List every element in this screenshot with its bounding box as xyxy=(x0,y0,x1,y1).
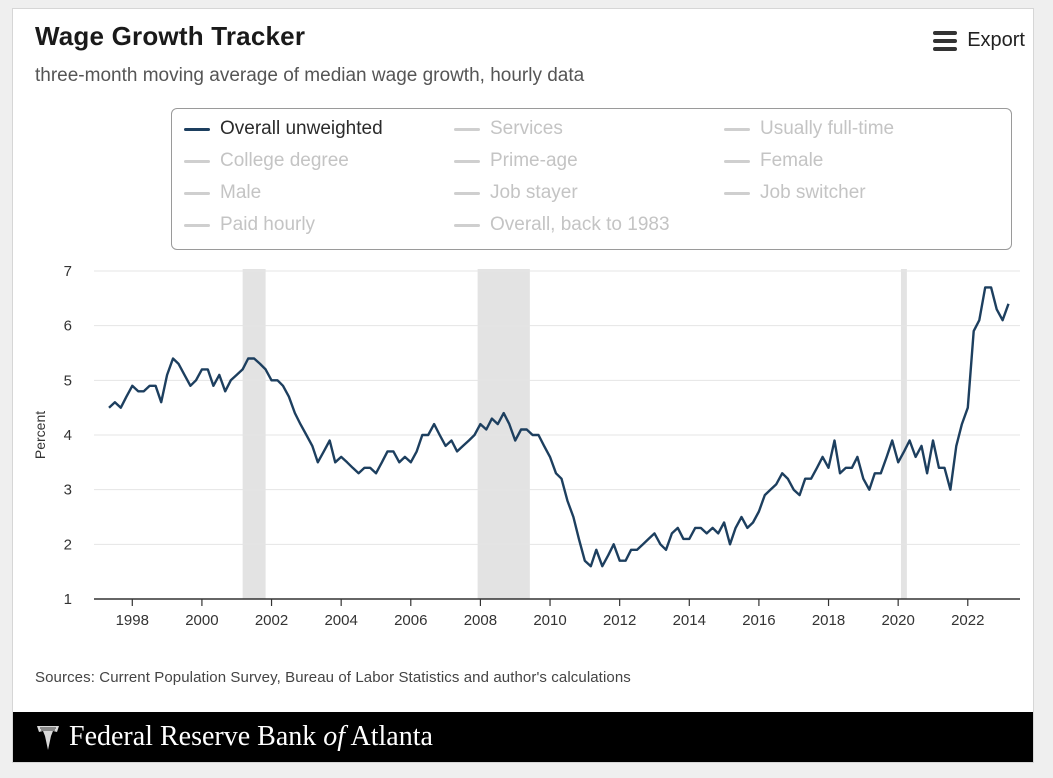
x-tick-label: 2008 xyxy=(464,612,497,629)
x-tick-label: 2000 xyxy=(185,612,218,629)
legend-item[interactable]: Job stayer xyxy=(454,182,578,204)
recession-band xyxy=(900,269,907,599)
legend-swatch xyxy=(184,223,210,227)
chart-legend: Overall unweighted Services Usually full-t… xyxy=(171,108,1012,250)
legend-label: College degree xyxy=(220,150,349,171)
legend-label: Overall, back to 1983 xyxy=(490,214,670,235)
y-tick-label: 7 xyxy=(64,263,72,280)
x-tick-label: 2014 xyxy=(673,612,706,629)
legend-label: Usually full-time xyxy=(760,118,895,139)
y-tick-label: 4 xyxy=(64,427,72,444)
source-note: Sources: Current Population Survey, Bure… xyxy=(35,669,631,686)
x-tick-label: 2004 xyxy=(324,612,357,629)
legend-item[interactable]: Paid hourly xyxy=(184,214,315,236)
legend-swatch xyxy=(184,127,210,131)
legend-item[interactable]: Overall, back to 1983 xyxy=(454,214,670,236)
legend-swatch xyxy=(724,127,750,131)
export-label: Export xyxy=(967,29,1025,51)
series-line-overall-unweighted xyxy=(108,286,1010,568)
legend-item[interactable]: Male xyxy=(184,182,261,204)
y-tick-label: 1 xyxy=(64,591,72,608)
legend-item[interactable]: Prime-age xyxy=(454,150,578,172)
legend-label: Paid hourly xyxy=(220,214,316,235)
y-tick-label: 6 xyxy=(64,318,72,335)
legend-label: Services xyxy=(490,118,563,139)
x-tick-label: 2020 xyxy=(881,612,914,629)
bank-name: Federal Reserve Bank of Atlanta xyxy=(69,721,433,752)
chart-title: Wage Growth Tracker xyxy=(35,21,306,51)
legend-item[interactable]: Services xyxy=(454,118,563,140)
legend-swatch xyxy=(454,223,480,227)
eagle-logo-icon xyxy=(37,726,59,750)
recession-band xyxy=(242,269,266,599)
hamburger-menu-icon xyxy=(933,30,958,51)
x-tick-label: 2002 xyxy=(255,612,288,629)
legend-label: Job stayer xyxy=(490,182,578,203)
legend-item[interactable]: Overall unweighted xyxy=(184,118,383,140)
legend-swatch xyxy=(184,159,210,163)
legend-swatch xyxy=(724,191,750,195)
legend-label: Prime-age xyxy=(490,150,578,171)
export-button[interactable]: Export xyxy=(933,29,1025,52)
x-tick-label: 2012 xyxy=(603,612,636,629)
legend-swatch xyxy=(454,127,480,131)
legend-item[interactable]: Job switcher xyxy=(724,182,866,204)
legend-item[interactable]: Usually full-time xyxy=(724,118,894,140)
x-tick-label: 2022 xyxy=(951,612,984,629)
legend-swatch xyxy=(724,159,750,163)
y-axis-label: Percent xyxy=(32,411,48,459)
legend-item[interactable]: College degree xyxy=(184,150,349,172)
x-tick-label: 2018 xyxy=(812,612,845,629)
line-chart: 1 2 3 4 5 6 7 1998 2000 2002 2004 2006 2008 2010 2012 2… xyxy=(32,263,1020,629)
chart-card: Wage Growth Tracker three-month moving a… xyxy=(12,8,1034,763)
x-tick-label: 2006 xyxy=(394,612,427,629)
legend-label: Overall unweighted xyxy=(220,118,383,139)
y-tick-label: 2 xyxy=(64,536,72,553)
chart-subtitle: three-month moving average of median wag… xyxy=(35,65,585,86)
footer-bar: Federal Reserve Bank of Atlanta xyxy=(13,712,1033,762)
legend-label: Female xyxy=(760,150,824,171)
legend-item[interactable]: Female xyxy=(724,150,823,172)
x-tick-label: 1998 xyxy=(116,612,149,629)
legend-swatch xyxy=(454,159,480,163)
y-tick-label: 5 xyxy=(64,372,72,389)
x-tick-label: 2010 xyxy=(533,612,566,629)
legend-label: Male xyxy=(220,182,262,203)
x-tick-label: 2016 xyxy=(742,612,775,629)
legend-swatch xyxy=(454,191,480,195)
y-tick-label: 3 xyxy=(64,482,72,499)
legend-swatch xyxy=(184,191,210,195)
legend-label: Job switcher xyxy=(760,182,866,203)
recession-band xyxy=(477,269,530,599)
